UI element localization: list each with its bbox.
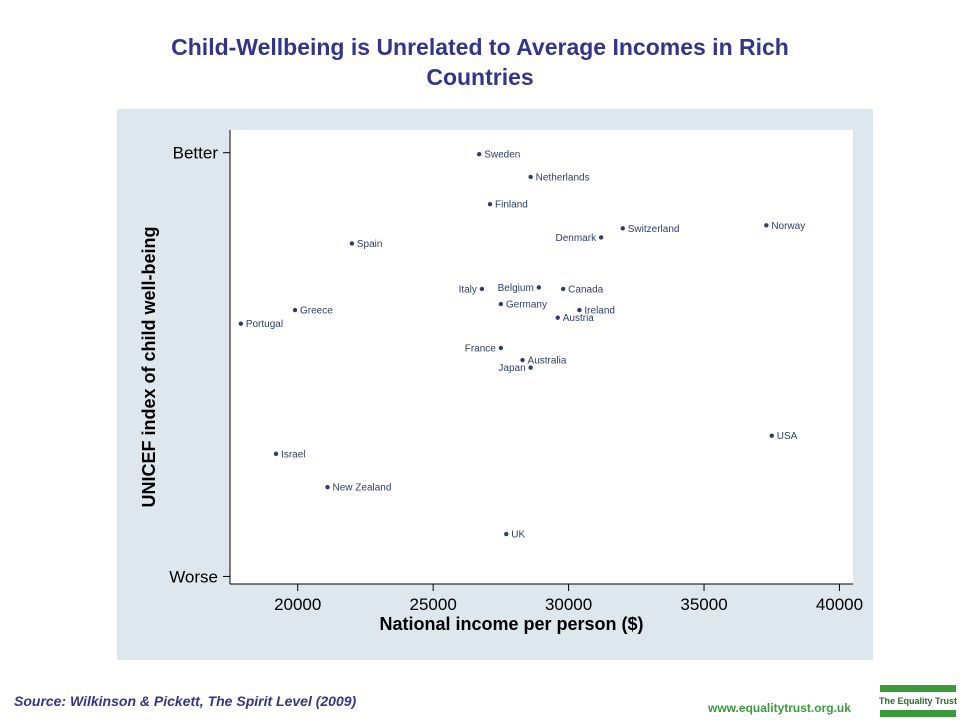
data-point-norway <box>764 223 769 228</box>
x-tick-label: 25000 <box>410 595 457 614</box>
point-label: Austria <box>563 313 595 324</box>
point-label: New Zealand <box>333 483 392 494</box>
point-label: Canada <box>568 284 603 295</box>
data-point-switzerland <box>620 226 625 231</box>
chart-panel: 20000 25000 30000 35000 40000 Worse Better Nati… <box>117 109 873 660</box>
point-label: Portugal <box>246 319 283 330</box>
point-label: Japan <box>498 363 525 374</box>
data-point-usa <box>769 433 774 438</box>
y-tick-label: Worse <box>169 567 218 586</box>
x-tick-label: 35000 <box>680 595 727 614</box>
equality-trust-logo: The Equality Trust <box>879 684 957 718</box>
point-label: UK <box>511 530 525 541</box>
svg-text:The Equality Trust: The Equality Trust <box>879 696 957 706</box>
data-point-israel <box>273 451 279 457</box>
point-label: Switzerland <box>628 224 680 235</box>
source-citation: Source: Wilkinson & Pickett, The Spirit … <box>14 693 357 709</box>
data-point-new-zealand <box>325 484 330 490</box>
data-point-finland <box>487 201 493 207</box>
data-point-australia <box>520 357 525 363</box>
point-label: Greece <box>300 306 333 317</box>
point-label: Israel <box>281 449 305 460</box>
point-label: Ireland <box>584 306 615 317</box>
data-point-germany <box>498 301 504 307</box>
data-point-austria <box>555 315 560 320</box>
chart-title: Child-Wellbeing is Unrelated to Average … <box>171 34 789 90</box>
point-label: USA <box>777 431 798 442</box>
data-point-japan <box>528 365 533 370</box>
x-tick-label: 30000 <box>545 595 592 614</box>
point-label: Spain <box>357 239 383 250</box>
plot-area <box>230 130 853 584</box>
data-point-belgium <box>536 285 541 290</box>
scatter-chart: 20000 25000 30000 35000 40000 Worse Better Nati… <box>139 130 863 634</box>
data-point-france <box>498 345 504 351</box>
data-point-canada <box>560 286 566 292</box>
data-point-greece <box>292 307 298 313</box>
point-label: Australia <box>528 356 567 367</box>
x-tick-label: 20000 <box>274 595 321 614</box>
data-point-sweden <box>477 152 482 157</box>
data-point-ireland <box>577 307 582 313</box>
data-point-denmark <box>598 235 604 240</box>
y-tick-label: Better <box>173 144 219 163</box>
website-link[interactable]: www.equalitytrust.org.uk <box>708 701 851 715</box>
point-label: Italy <box>459 284 477 295</box>
data-point-spain <box>349 241 355 246</box>
point-label: Netherlands <box>536 172 590 183</box>
point-label: Germany <box>506 300 547 311</box>
data-point-italy <box>479 286 485 292</box>
data-point-portugal <box>238 321 244 326</box>
data-point-netherlands <box>528 174 533 180</box>
point-label: France <box>465 343 497 354</box>
point-label: Belgium <box>498 283 534 294</box>
point-label: Denmark <box>556 233 598 244</box>
point-label: Finland <box>495 200 528 211</box>
x-tick-label: 40000 <box>816 595 863 614</box>
point-label: Sweden <box>484 150 520 161</box>
x-axis-title: National income per person ($) <box>379 614 643 634</box>
data-point-uk <box>504 531 509 537</box>
point-label: Norway <box>771 221 805 232</box>
y-axis-title: UNICEF index of child well-being <box>139 226 159 507</box>
